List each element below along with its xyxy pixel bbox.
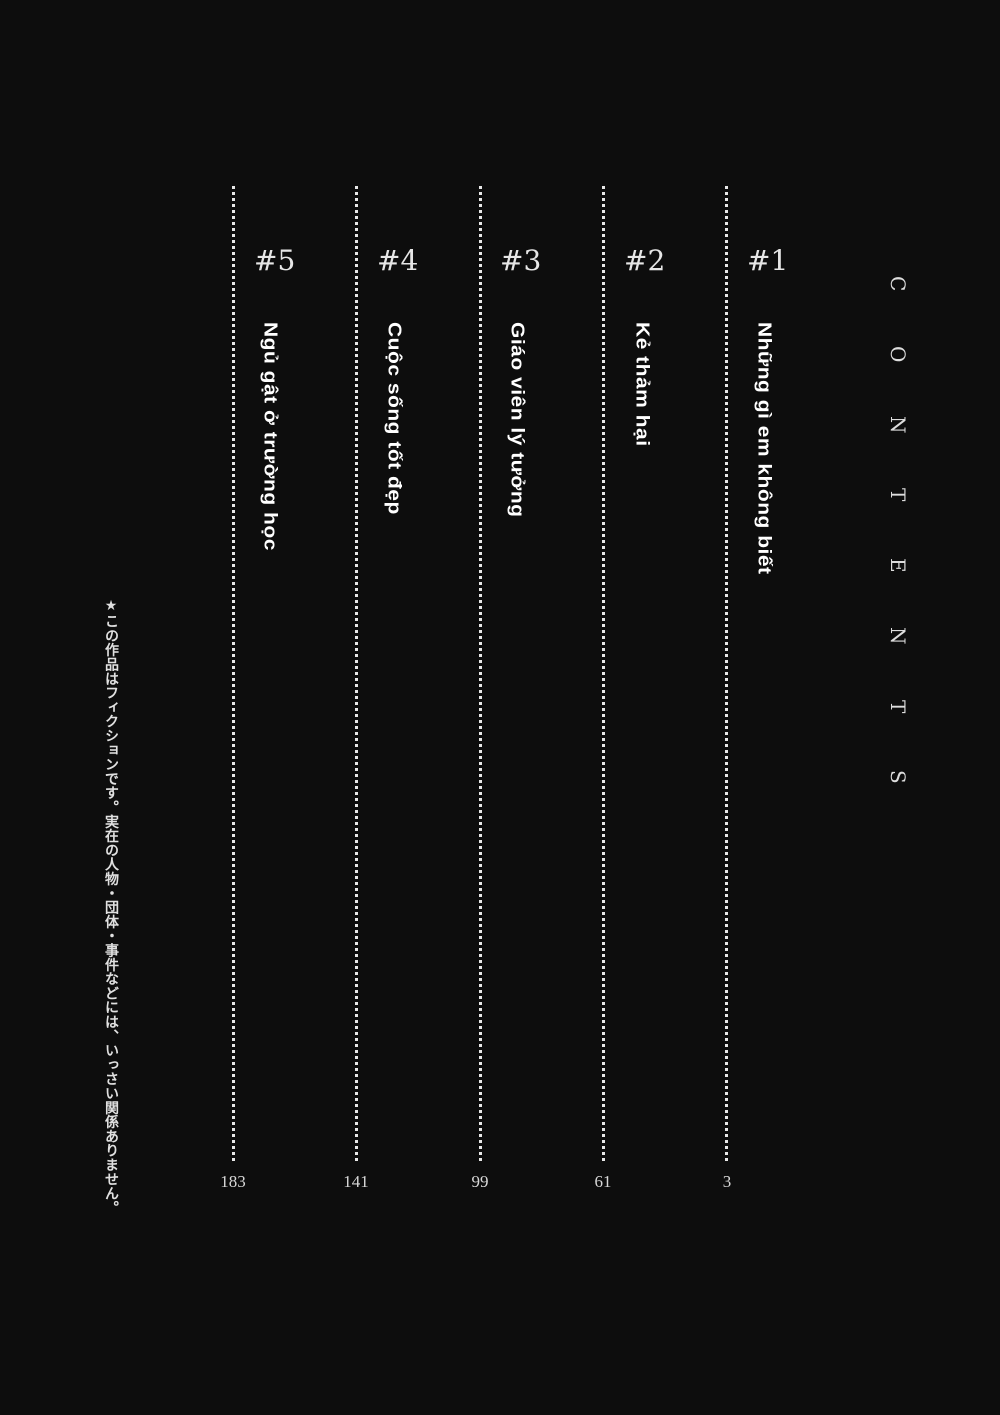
dotted-divider	[725, 186, 728, 1161]
dotted-divider	[232, 186, 235, 1161]
chapter-title[interactable]: Những gì em không biết	[754, 322, 775, 575]
chapter-title[interactable]: Kẻ thảm hại	[632, 322, 653, 447]
contents-heading: C O N T E N T S	[880, 248, 910, 812]
chapter-title[interactable]: Giáo viên lý tưởng	[507, 322, 528, 518]
heading-letter: C	[886, 275, 910, 291]
chapter-title[interactable]: Ngủ gật ở trường học	[260, 322, 281, 551]
heading-letter: S	[886, 769, 910, 784]
chapter-page: 99	[471, 1172, 489, 1191]
dotted-divider	[479, 186, 482, 1161]
heading-letter: O	[886, 345, 910, 362]
chapter-number: #5	[254, 244, 296, 277]
chapter-number: #3	[500, 244, 542, 277]
chapter-number: #4	[377, 244, 419, 277]
fiction-disclaimer: ★この作品はフィクションです。実在の人物・団体・事件などには、いっさい関係ありま…	[103, 598, 119, 1215]
chapter-number: #2	[624, 244, 666, 277]
chapter-page: 183	[220, 1172, 246, 1191]
chapter-page: 3	[722, 1172, 732, 1191]
heading-letter: E	[886, 557, 910, 573]
dotted-divider	[355, 186, 358, 1161]
chapter-title[interactable]: Cuộc sống tốt đẹp	[384, 322, 405, 515]
chapter-number: #1	[747, 244, 789, 277]
chapter-page: 141	[343, 1172, 369, 1191]
heading-letter: N	[886, 627, 910, 645]
heading-letter: T	[886, 699, 910, 713]
chapter-page: 61	[594, 1172, 612, 1191]
heading-letter: N	[886, 415, 910, 434]
dotted-divider	[602, 186, 605, 1161]
heading-letter: T	[886, 488, 910, 502]
